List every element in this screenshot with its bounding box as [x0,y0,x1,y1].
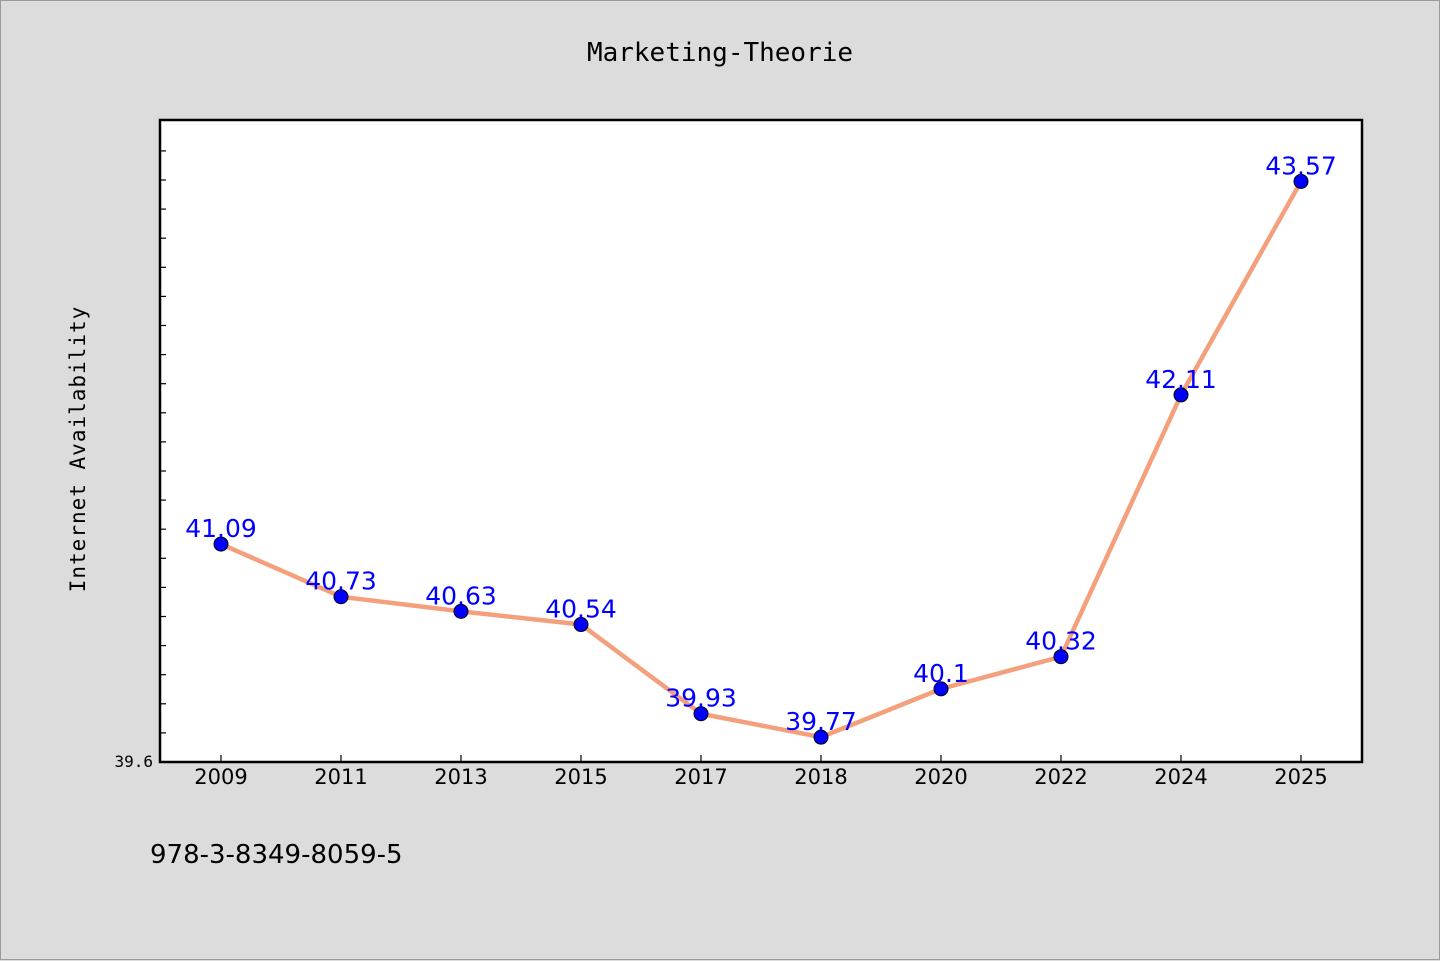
x-tick-label: 2011 [314,765,367,789]
x-tick-label: 2015 [554,765,607,789]
data-label: 40.32 [1025,627,1097,656]
data-point [333,589,349,605]
data-label: 41.09 [185,514,257,543]
data-label: 39.77 [785,707,857,736]
data-point [1053,649,1069,665]
data-label: 40.1 [913,659,969,688]
data-point [813,729,829,745]
data-point [933,681,949,697]
data-point [213,536,229,552]
x-tick-label: 2013 [434,765,487,789]
x-tick-label: 2025 [1274,765,1327,789]
data-point [1173,387,1189,403]
x-tick-label: 2017 [674,765,727,789]
data-label: 43.57 [1265,151,1337,180]
data-label: 42.11 [1145,365,1217,394]
series-line [218,179,1304,740]
data-label: 39.93 [665,684,737,713]
series-group: 41.09 40.73 40.63 40.54 39.93 39.77 40.1 40.32 4… [185,151,1337,745]
x-tick-label: 2024 [1154,765,1207,789]
data-point [453,603,469,619]
data-label: 40.54 [545,595,617,624]
x-tick-label: 2022 [1034,765,1087,789]
x-axis-ticks [220,755,1302,762]
y-axis-ticks [160,150,166,734]
x-axis-tick-labels: 2009 2011 2013 2015 2017 2018 2020 2022 2024 2025 [194,765,1327,789]
x-tick-label: 2009 [194,765,247,789]
data-point [693,706,709,722]
data-label: 40.73 [305,567,377,596]
y-axis-label: Internet Availability [66,306,90,593]
chart-title: Marketing-Theorie [587,38,853,68]
data-label: 40.63 [425,581,497,610]
x-tick-label: 2018 [794,765,847,789]
plot-area [158,118,1364,764]
data-point [1293,173,1309,189]
y-axis-tick-label: 39.6 [114,752,153,771]
x-tick-label: 2020 [914,765,967,789]
isbn-text: 978-3-8349-8059-5 [150,840,403,870]
data-point [573,617,589,633]
